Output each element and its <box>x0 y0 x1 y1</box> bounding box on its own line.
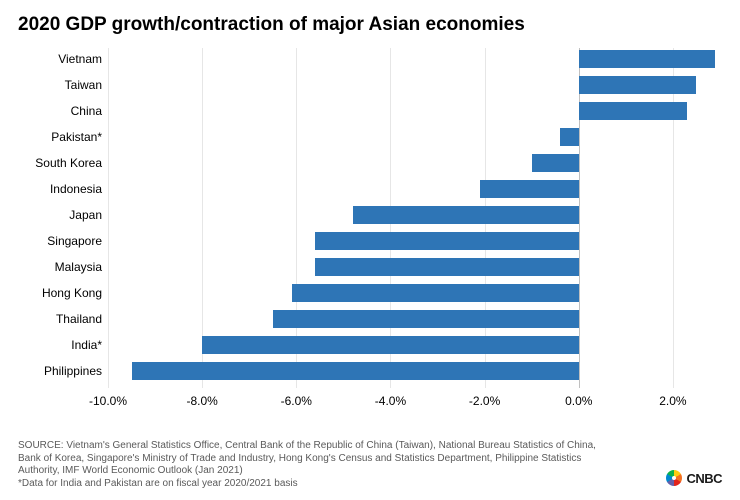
bar <box>353 206 579 224</box>
bar <box>273 310 579 328</box>
bar <box>292 284 579 302</box>
y-axis-label: South Korea <box>18 157 102 169</box>
bar <box>202 336 579 354</box>
bar <box>315 232 579 250</box>
bar <box>579 102 687 120</box>
y-axis-label: Philippines <box>18 365 102 377</box>
y-axis-label: Indonesia <box>18 183 102 195</box>
y-axis-label: Singapore <box>18 235 102 247</box>
bar <box>579 76 697 94</box>
footnote-line: Bank of Korea, Singapore's Ministry of T… <box>18 453 638 466</box>
x-axis-label: -10.0% <box>89 394 127 408</box>
y-axis-label: China <box>18 105 102 117</box>
footnote-line: *Data for India and Pakistan are on fisc… <box>18 478 638 491</box>
bar <box>579 50 716 68</box>
y-axis-label: Taiwan <box>18 79 102 91</box>
footnote-line: SOURCE: Vietnam's General Statistics Off… <box>18 440 638 453</box>
x-axis-label: 0.0% <box>565 394 592 408</box>
x-axis-label: -6.0% <box>281 394 312 408</box>
y-axis-label: Pakistan* <box>18 131 102 143</box>
x-axis-label: -2.0% <box>469 394 500 408</box>
bar <box>532 154 579 172</box>
gridline <box>673 48 674 388</box>
bar <box>560 128 579 146</box>
y-axis-label: Hong Kong <box>18 287 102 299</box>
gridline <box>108 48 109 388</box>
chart-area: -10.0% -8.0% -6.0% -4.0% -2.0% 0.0% 2.0% Vietna… <box>18 48 720 418</box>
footnote-line: Authority, IMF World Economic Outlook (J… <box>18 465 638 478</box>
y-axis-label: Thailand <box>18 313 102 325</box>
bar <box>480 180 579 198</box>
chart-container: 2020 GDP growth/contraction of major Asi… <box>0 0 740 500</box>
peacock-icon <box>666 470 682 486</box>
zero-gridline <box>579 48 580 388</box>
y-axis-label: Vietnam <box>18 53 102 65</box>
x-axis-label: -4.0% <box>375 394 406 408</box>
logo-text: CNBC <box>686 471 722 486</box>
y-axis-label: India* <box>18 339 102 351</box>
x-axis-label: -8.0% <box>186 394 217 408</box>
cnbc-logo: CNBC <box>666 470 722 486</box>
bar <box>132 362 579 380</box>
y-axis-label: Malaysia <box>18 261 102 273</box>
bar <box>315 258 579 276</box>
x-axis-label: 2.0% <box>659 394 686 408</box>
source-footnote: SOURCE: Vietnam's General Statistics Off… <box>18 440 638 490</box>
plot-region <box>108 48 720 388</box>
chart-title: 2020 GDP growth/contraction of major Asi… <box>18 14 722 36</box>
y-axis-label: Japan <box>18 209 102 221</box>
